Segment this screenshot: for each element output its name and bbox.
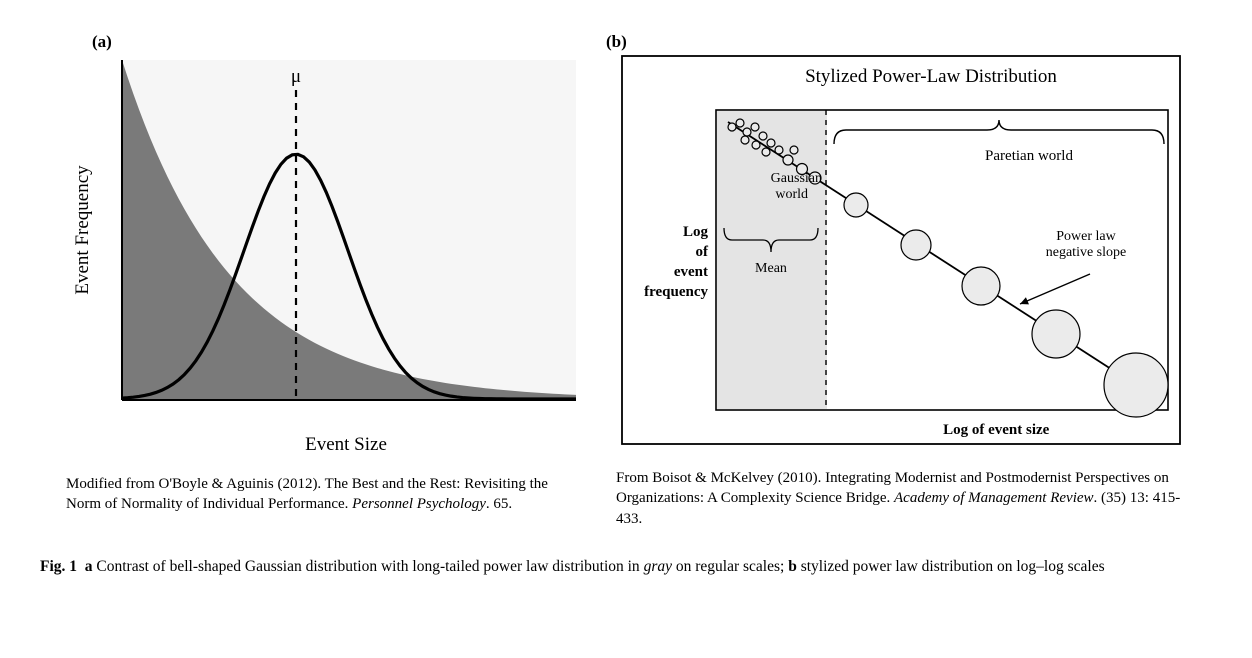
caption-a: a (85, 558, 93, 575)
svg-text:world: world (775, 187, 808, 202)
panel-a-chart: μ Event Frequency (66, 50, 586, 430)
svg-text:Event Frequency: Event Frequency (72, 165, 93, 295)
panel-a-xlabel: Event Size (106, 434, 586, 456)
caption-figlabel: Fig. 1 (40, 558, 77, 575)
svg-text:event: event (674, 264, 708, 280)
caption-b: b (788, 558, 797, 575)
svg-text:Gaussian: Gaussian (771, 171, 822, 186)
svg-text:Power law: Power law (1056, 229, 1116, 244)
svg-text:Paretian world: Paretian world (985, 148, 1073, 164)
panel-b-chart: Stylized Power-Law Distribution Paretian … (616, 50, 1186, 450)
panel-b: (b) Stylized Power-Law DistributionParet… (616, 30, 1186, 529)
panel-a-source: Modified from O'Boyle & Aguinis (2012). … (66, 474, 586, 515)
svg-text:negative slope: negative slope (1046, 245, 1126, 260)
panel-a: (a) μEvent Frequency Event Size Modified… (66, 30, 586, 515)
svg-text:frequency: frequency (644, 284, 708, 300)
panel-b-label: (b) (606, 32, 1176, 52)
svg-text:Stylized Power-Law Distributio: Stylized Power-Law Distribution (805, 66, 1057, 87)
source-b-journal: Academy of Management Review (894, 490, 1094, 506)
svg-text:μ: μ (291, 66, 301, 87)
source-a-journal: Personnel Psychology (352, 496, 486, 512)
figure-caption: Fig. 1 a Contrast of bell-shaped Gaussia… (40, 557, 1212, 578)
svg-text:of: of (696, 244, 710, 260)
svg-text:Mean: Mean (755, 261, 787, 276)
caption-a-text2: on regular scales; (672, 558, 788, 575)
panel-b-source: From Boisot & McKelvey (2010). Integrati… (616, 468, 1186, 529)
panel-a-label: (a) (92, 32, 612, 52)
source-a-suffix: . 65. (486, 496, 512, 512)
caption-gray: gray (644, 558, 672, 575)
figure-container: (a) μ Event Frequency Event Size Modified… (40, 30, 1212, 529)
caption-a-text: Contrast of bell-shaped Gaussian distrib… (93, 558, 644, 575)
caption-b-text: stylized power law distribution on log–l… (797, 558, 1105, 575)
svg-text:Log of event size: Log of event size (943, 422, 1050, 438)
svg-text:Log: Log (683, 224, 709, 240)
